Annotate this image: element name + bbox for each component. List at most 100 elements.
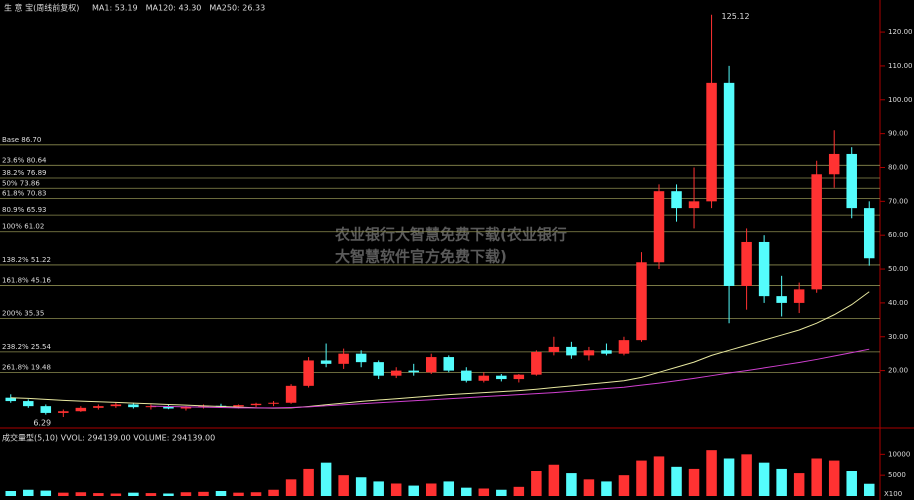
level-label: 238.2% 25.54	[2, 343, 52, 351]
volume-bar	[233, 492, 244, 496]
y-tick-label: 90.00	[888, 130, 908, 138]
volume-bar	[425, 483, 437, 496]
volume-bar	[198, 491, 209, 496]
candle-body	[180, 406, 192, 409]
volume-bar	[496, 489, 507, 496]
candle-body	[828, 153, 840, 175]
volume-bar	[793, 473, 805, 496]
legend-entry: MA250: 26.33	[209, 4, 265, 13]
volume-bar	[776, 468, 787, 496]
volume-bar	[758, 462, 770, 496]
y-tick-label: 5000	[888, 471, 906, 479]
candle-body	[688, 201, 700, 209]
volume-bar	[110, 493, 122, 496]
volume-bar	[811, 458, 822, 496]
candle-body	[145, 406, 157, 408]
volume-bar	[93, 493, 104, 496]
volume-bar	[688, 468, 700, 496]
level-label: 61.8% 70.83	[2, 190, 47, 198]
candle-body	[846, 153, 857, 209]
level-label: 50% 73.86	[2, 179, 40, 187]
volume-bar	[636, 460, 647, 496]
ma-line	[10, 291, 870, 409]
volume-bar	[5, 491, 17, 496]
volume-bar	[390, 483, 402, 496]
candle-body	[58, 411, 69, 413]
candle-body	[408, 370, 419, 373]
high-label: 125.12	[722, 12, 750, 21]
candle-body	[461, 370, 472, 381]
candle-body	[583, 350, 595, 356]
candle-body	[706, 82, 717, 202]
volume-bar	[566, 473, 577, 496]
level-label: Base 86.70	[2, 136, 41, 144]
candle-body	[793, 289, 805, 303]
candle-body	[478, 375, 490, 381]
candle-body	[338, 353, 349, 364]
y-tick-label: 70.00	[888, 197, 908, 205]
unit-label: X100	[884, 490, 902, 498]
candle-body	[741, 241, 752, 286]
volume-bar	[671, 466, 682, 496]
volume-bar	[653, 456, 665, 496]
candle-body	[636, 262, 647, 341]
volume-bar	[303, 468, 314, 496]
volume-bar	[513, 486, 525, 496]
volume-bar	[548, 464, 560, 496]
level-label: 80.9% 65.93	[2, 206, 47, 214]
low-label: 6.29	[33, 419, 51, 428]
candle-body	[233, 405, 244, 407]
volume-bar	[706, 450, 717, 496]
y-tick-label: 50.00	[888, 265, 908, 273]
volume-bar	[828, 460, 840, 496]
candle-body	[548, 346, 560, 352]
candle-body	[653, 191, 665, 263]
candle-body	[198, 405, 209, 407]
candle-body	[601, 350, 612, 354]
y-tick-label: 110.00	[888, 62, 913, 70]
volume-bar	[408, 485, 419, 496]
y-tick-label: 40.00	[888, 299, 908, 307]
volume-bar	[723, 458, 735, 496]
chart-title: 生 意 宝(周线前复权)	[4, 3, 79, 13]
y-tick-label: 10000	[888, 450, 910, 458]
candle-body	[303, 360, 314, 386]
volume-bar	[75, 492, 87, 496]
candle-body	[723, 82, 735, 286]
candle-body	[373, 362, 384, 376]
volume-bar	[355, 477, 367, 496]
candle-body	[566, 346, 577, 356]
y-tick-label: 30.00	[888, 333, 908, 341]
volume-bar	[250, 492, 262, 496]
volume-bar	[531, 471, 542, 496]
volume-bar	[215, 491, 227, 496]
candle-body	[75, 407, 87, 412]
volume-bar	[23, 489, 34, 496]
level-label: 261.8% 19.48	[2, 363, 51, 371]
volume-bar	[618, 475, 630, 496]
candle-body	[320, 360, 332, 364]
y-tick-label: 80.00	[888, 163, 908, 171]
volume-bar	[373, 481, 384, 496]
level-label: 161.8% 45.16	[2, 276, 52, 284]
candle-body	[811, 174, 822, 290]
legend-entry: MA120: 43.30	[146, 4, 202, 13]
volume-bar	[478, 488, 490, 496]
candle-body	[40, 406, 52, 413]
candle-body	[671, 191, 682, 209]
volume-bar	[145, 493, 157, 496]
candle-body	[425, 357, 437, 373]
volume-bar	[128, 492, 139, 496]
y-tick-label: 100.00	[888, 96, 913, 104]
level-label: 38.2% 76.89	[2, 169, 47, 177]
volume-bar	[583, 479, 595, 496]
candle-body	[355, 353, 367, 363]
volume-bar	[863, 483, 875, 496]
candle-body	[5, 397, 17, 402]
volume-bar	[461, 487, 472, 496]
candle-body	[513, 374, 525, 380]
level-label: 23.6% 80.64	[2, 156, 47, 164]
level-label: 200% 35.35	[2, 310, 44, 318]
candle-body	[110, 404, 122, 407]
